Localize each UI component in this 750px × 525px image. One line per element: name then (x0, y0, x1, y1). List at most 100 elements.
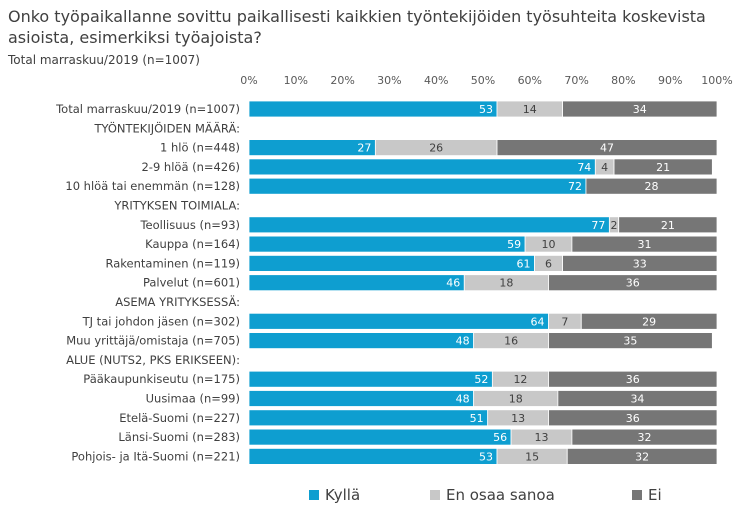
x-tick-label: 70% (564, 74, 588, 87)
category-label: Teollisuus (n=93) (139, 218, 240, 232)
data-label: 13 (511, 412, 525, 425)
bar-segment-kylla (248, 100, 498, 118)
group-heading-label: YRITYKSEN TOIMIALA: (113, 199, 240, 213)
group-heading-label: ALUE (NUTS2, PKS ERIKSEEN): (66, 353, 240, 367)
data-label: 28 (644, 180, 658, 193)
x-tick-label: 80% (611, 74, 635, 87)
data-label: 21 (661, 219, 675, 232)
bar-segment-ei (613, 158, 713, 176)
category-label: Uusimaa (n=99) (146, 392, 240, 406)
legend-swatch (430, 490, 440, 500)
bar-segment-kylla (248, 158, 596, 176)
data-label: 18 (509, 393, 523, 406)
bar-segment-kylla (248, 390, 475, 407)
data-label: 48 (456, 335, 470, 348)
bar-segment-ei (548, 274, 718, 292)
group-heading-label: ASEMA YRITYKSESSÄ: (115, 294, 240, 309)
bar-segment-ei (496, 139, 718, 157)
bar-segment-kylla (248, 409, 489, 427)
bar-segment-ei (580, 312, 718, 330)
category-label: Palvelut (n=601) (143, 276, 240, 290)
data-label: 51 (470, 412, 484, 425)
data-label: 32 (635, 450, 649, 463)
data-label: 48 (456, 393, 470, 406)
bars (248, 100, 718, 465)
legend-label: Ei (648, 486, 662, 504)
category-label: Muu yrittäjä/omistaja (n=705) (66, 334, 240, 348)
bar-segment-kylla (248, 274, 465, 292)
data-label: 61 (516, 257, 530, 270)
legend-label: En osaa sanoa (446, 486, 555, 504)
data-label: 2 (611, 219, 618, 232)
x-tick-label: 100% (701, 74, 732, 87)
x-tick-label: 90% (658, 74, 682, 87)
category-label: Rakentaminen (n=119) (105, 256, 240, 270)
bar-segment-kylla (248, 235, 526, 253)
bar-segment-ei (571, 428, 718, 446)
category-label: Länsi-Suomi (n=283) (118, 430, 240, 444)
bar-segment-kylla (248, 312, 549, 330)
category-label: Etelä-Suomi (n=227) (119, 411, 240, 425)
x-tick-label: 10% (284, 74, 308, 87)
category-label: TJ tai johdon jäsen (n=302) (82, 314, 240, 328)
data-label: 36 (626, 373, 640, 386)
bar-segment-ei (562, 254, 718, 272)
bar-segment-ei (562, 100, 718, 118)
category-labels: Total marraskuu/2019 (n=1007) TYÖNTEKIJÖI… (55, 102, 240, 463)
x-tick-label: 50% (471, 74, 495, 87)
data-label: 4 (601, 161, 608, 174)
data-label: 77 (591, 219, 605, 232)
data-label: 12 (513, 373, 527, 386)
bar-segment-kylla (248, 447, 498, 465)
bar-segment-ei (566, 447, 718, 465)
data-label: 53 (479, 450, 493, 463)
data-label: 31 (637, 238, 651, 251)
data-label: 34 (630, 393, 644, 406)
bar-segment-kylla (248, 428, 512, 446)
data-label: 52 (474, 373, 488, 386)
data-label: 26 (429, 142, 443, 155)
x-tick-label: 60% (518, 74, 542, 87)
bar-segment-ei (557, 390, 718, 407)
x-tick-label: 20% (330, 74, 354, 87)
data-label: 36 (626, 412, 640, 425)
category-label: Pohjois- ja Itä-Suomi (n=221) (71, 449, 240, 463)
bar-segment-ei (618, 216, 718, 234)
data-label: 72 (568, 180, 582, 193)
data-label: 18 (499, 277, 513, 290)
category-label: Total marraskuu/2019 (n=1007) (55, 102, 240, 116)
data-label: 34 (633, 103, 647, 116)
bar-segment-kylla (248, 332, 475, 350)
bar-segment-ei (585, 177, 718, 195)
data-label: 46 (446, 277, 460, 290)
data-label: 21 (656, 161, 670, 174)
data-label: 33 (633, 257, 647, 270)
data-label: 7 (561, 315, 568, 328)
data-label: 59 (507, 238, 521, 251)
legend-swatch (632, 490, 642, 500)
category-label: 10 hlöä tai enemmän (n=128) (65, 179, 240, 193)
data-label: 32 (637, 431, 651, 444)
data-label: 29 (642, 315, 656, 328)
bar-segment-kylla (248, 254, 535, 272)
data-label: 36 (626, 277, 640, 290)
bar-segment-kylla (248, 370, 493, 388)
data-label: 14 (523, 103, 537, 116)
data-label: 16 (504, 335, 518, 348)
bar-segment-ei (548, 332, 713, 350)
data-label: 15 (525, 450, 539, 463)
bar-segment-kylla (248, 216, 610, 234)
category-label: Pääkaupunkiseutu (n=175) (83, 372, 240, 386)
data-label: 64 (531, 315, 545, 328)
x-tick-label: 0% (240, 74, 257, 87)
x-tick-label: 30% (377, 74, 401, 87)
chart-subtitle: Total marraskuu/2019 (n=1007) (8, 53, 200, 67)
group-heading-label: TYÖNTEKIJÖIDEN MÄÄRÄ: (93, 119, 240, 135)
bar-segment-kylla (248, 177, 587, 195)
bar-segment-ei (548, 409, 718, 427)
bar-segment-ei (571, 235, 718, 253)
data-label: 35 (623, 335, 637, 348)
x-axis-ticks: 0% 10% 20% 30% 40% 50% 60% 70% 80% 90% 100% (240, 74, 732, 87)
data-label: 56 (493, 431, 507, 444)
